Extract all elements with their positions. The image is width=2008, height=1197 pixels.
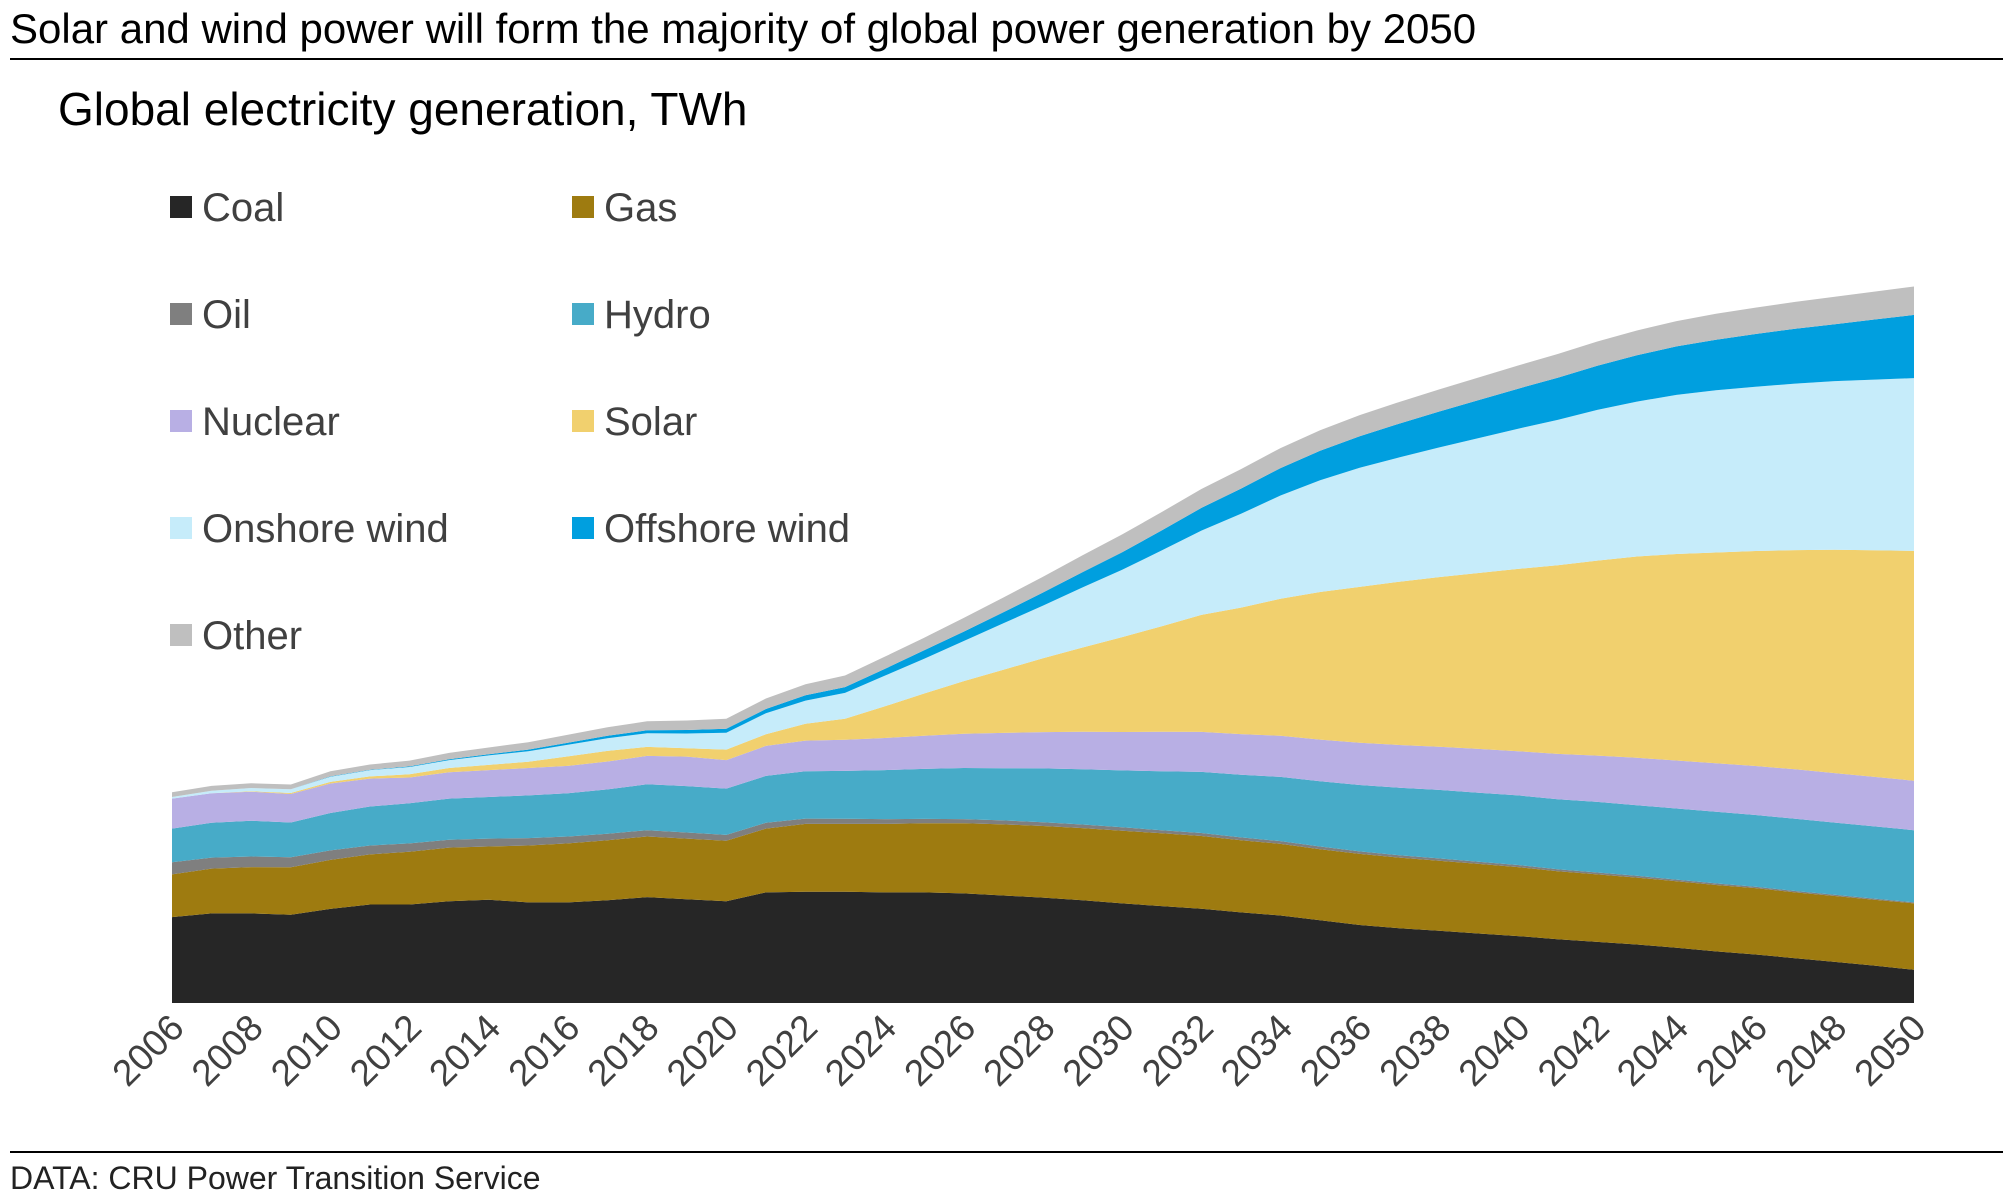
legend-label: Nuclear xyxy=(202,400,340,444)
x-tick-label: 2006 xyxy=(104,1007,191,1094)
x-tick-label: 2034 xyxy=(1213,1007,1300,1094)
x-tick-label: 2008 xyxy=(184,1007,271,1094)
x-tick-label: 2050 xyxy=(1846,1007,1933,1094)
legend-swatch xyxy=(572,517,594,539)
x-tick-label: 2030 xyxy=(1055,1007,1142,1094)
legend-swatch xyxy=(170,196,192,218)
x-tick-label: 2014 xyxy=(421,1007,508,1094)
legend-label: Gas xyxy=(604,186,678,230)
x-tick-label: 2046 xyxy=(1688,1007,1775,1094)
chart-subtitle: Global electricity generation, TWh xyxy=(58,83,748,135)
x-tick-label: 2016 xyxy=(500,1007,587,1094)
area-oil xyxy=(172,818,1914,904)
x-tick-label: 2036 xyxy=(1292,1007,1379,1094)
legend-swatch xyxy=(572,410,594,432)
x-tick-label: 2022 xyxy=(738,1007,825,1094)
x-tick-label: 2026 xyxy=(896,1007,983,1094)
title-divider xyxy=(10,58,2003,60)
x-tick-label: 2010 xyxy=(263,1007,350,1094)
area-hydro xyxy=(172,768,1914,903)
legend-swatch xyxy=(572,196,594,218)
x-axis-tick-labels: 2006200820102012201420162018202020222024… xyxy=(104,1007,1933,1094)
chart-title: Solar and wind power will form the major… xyxy=(10,5,1477,52)
legend-label: Hydro xyxy=(604,293,711,337)
legend-label: Offshore wind xyxy=(604,507,851,551)
x-tick-label: 2044 xyxy=(1609,1007,1696,1094)
area-offshore-wind xyxy=(172,314,1914,797)
area-nuclear xyxy=(172,731,1914,831)
x-tick-label: 2020 xyxy=(659,1007,746,1094)
x-tick-label: 2018 xyxy=(580,1007,667,1094)
series-areas xyxy=(172,286,1914,1003)
x-tick-label: 2042 xyxy=(1530,1007,1617,1094)
area-coal xyxy=(172,891,1914,1003)
x-tick-label: 2012 xyxy=(342,1007,429,1094)
legend-swatch xyxy=(170,517,192,539)
legend-label: Other xyxy=(202,614,303,658)
legend-swatch xyxy=(170,410,192,432)
x-tick-label: 2032 xyxy=(1134,1007,1221,1094)
x-tick-label: 2040 xyxy=(1451,1007,1538,1094)
x-tick-label: 2048 xyxy=(1767,1007,1854,1094)
legend-label: Onshore wind xyxy=(202,507,449,551)
area-gas xyxy=(172,823,1914,970)
area-onshore-wind xyxy=(172,378,1914,799)
x-tick-label: 2028 xyxy=(975,1007,1062,1094)
legend-label: Coal xyxy=(202,186,285,230)
area-solar xyxy=(172,549,1914,799)
legend-label: Solar xyxy=(604,400,698,444)
x-tick-label: 2024 xyxy=(817,1007,904,1094)
source-note: DATA: CRU Power Transition Service xyxy=(10,1160,541,1196)
legend-swatch xyxy=(170,303,192,325)
legend-swatch xyxy=(170,624,192,646)
area-chart: 2006200820102012201420162018202020222024… xyxy=(104,286,1934,1094)
legend-label: Oil xyxy=(202,293,251,337)
x-tick-label: 2038 xyxy=(1371,1007,1458,1094)
footer-divider xyxy=(10,1151,2003,1153)
legend-swatch xyxy=(572,303,594,325)
